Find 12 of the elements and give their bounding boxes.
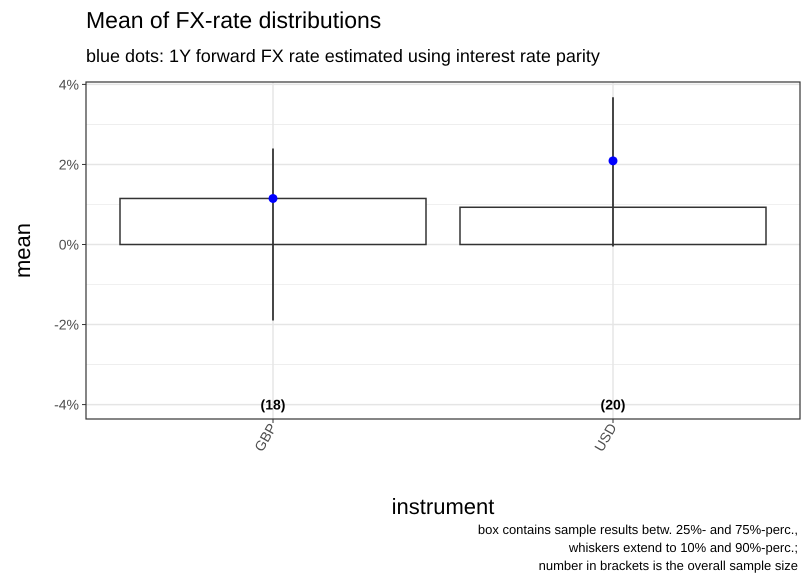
text: box contains sample results betw. 25%- and 75%-perc., whiskers extend to 10% and 90%-perc.; number in brackets is the overall sample size [478, 522, 798, 573]
annotation: (18) [260, 396, 286, 412]
chart-subtitle: blue dots: 1Y forward FX rate estimated using interest rate parity [86, 46, 600, 66]
y-tick-label: 2% [58, 156, 79, 172]
y-tick-label: 4% [58, 76, 79, 92]
x-axis-title: instrument [392, 494, 494, 519]
y-tick-label: 0% [58, 236, 79, 252]
y-tick-label: -4% [54, 396, 79, 412]
y-tick-label: -2% [54, 316, 79, 332]
y-axis-title: mean [10, 222, 35, 278]
chart-title: Mean of FX-rate distributions [86, 7, 382, 33]
annotation: (20) [600, 396, 626, 412]
